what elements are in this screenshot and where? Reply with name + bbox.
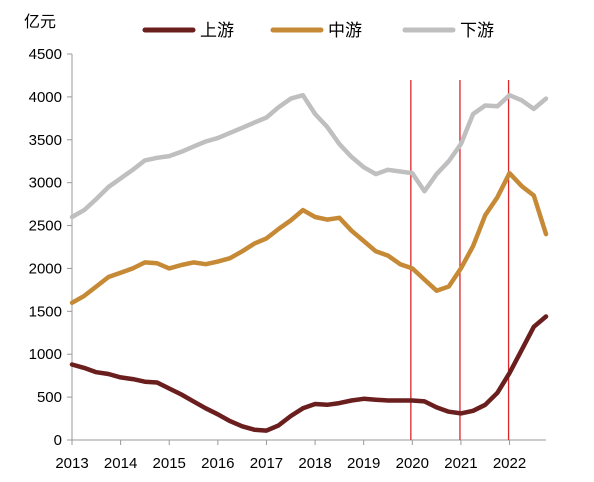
x-tick-label: 2017: [250, 455, 283, 472]
y-tick-label: 4000: [29, 89, 62, 106]
series-line: [69, 92, 549, 220]
legend-label: 下游: [460, 21, 494, 41]
y-tick-label: 3000: [29, 175, 62, 192]
y-tick-label: 1000: [29, 346, 62, 363]
y-tick-label: 1500: [29, 303, 62, 320]
series-lines: [69, 92, 549, 433]
vertical-markers: [410, 80, 510, 440]
y-tick-label: 4500: [29, 46, 62, 63]
legend-label: 中游: [328, 21, 362, 41]
x-tick-label: 2022: [493, 455, 526, 472]
x-tick-label: 2018: [298, 455, 331, 472]
y-tick-label: 3500: [29, 132, 62, 149]
legend-label: 上游: [200, 21, 234, 41]
x-tick-label: 2015: [153, 455, 186, 472]
series-line: [69, 170, 549, 306]
legend: 上游 中游 下游: [142, 21, 494, 41]
y-unit-label: 亿元: [24, 12, 56, 31]
x-tick-label: 2019: [347, 455, 380, 472]
y-tick-label: 0: [54, 432, 62, 449]
axes: 0 500 1000 1500 2000 2500 3000 3500 4000 4500 2013…: [29, 46, 546, 472]
x-tick-label: 2021: [444, 455, 477, 472]
x-tick-label: 2016: [201, 455, 234, 472]
y-tick-label: 500: [37, 389, 62, 406]
y-tick-label: 2500: [29, 218, 62, 235]
x-tick-label: 2013: [55, 455, 88, 472]
y-tick-label: 2000: [29, 260, 62, 277]
series-line: [69, 314, 549, 433]
x-tick-label: 2020: [396, 455, 429, 472]
x-tick-label: 2014: [104, 455, 137, 472]
